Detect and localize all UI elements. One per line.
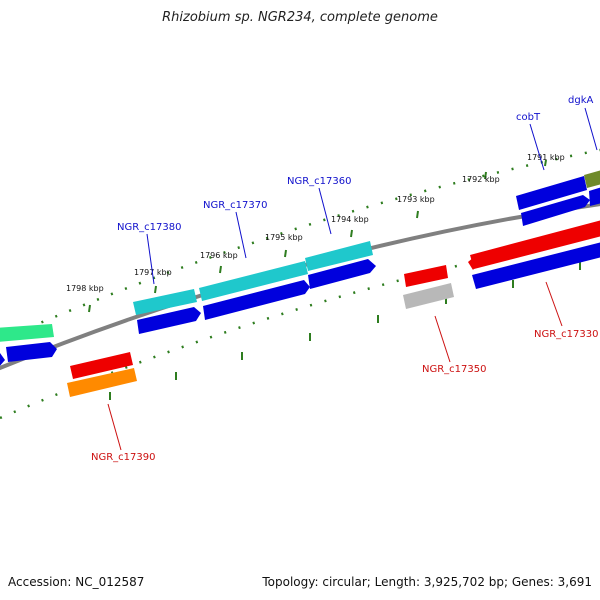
gene-feature-bar[interactable] (67, 368, 137, 397)
gene-feature-bar[interactable] (470, 220, 600, 269)
gene-feature-bar[interactable] (305, 241, 373, 271)
cds-arrow[interactable] (137, 307, 201, 334)
outer-major-ticks (88, 159, 547, 313)
tick-label: 1793 kbp (397, 195, 435, 204)
leader-line (146, 233, 155, 285)
reverse-features (67, 220, 600, 397)
gene-label[interactable]: NGR_c17380 (117, 222, 182, 233)
gene-label[interactable]: NGR_c17330 (534, 329, 599, 340)
gene-label[interactable]: cobT (516, 112, 541, 123)
accession-text: Accession: NC_012587 (8, 575, 145, 589)
gene-feature-bar[interactable] (404, 265, 448, 287)
cds-arrow[interactable] (521, 195, 590, 226)
leader-line (529, 123, 545, 171)
gene-labels: dgkA cobT NGR_c17360 NGR_c17370 NGR_c173… (91, 95, 599, 463)
gene-label[interactable]: NGR_c17350 (422, 364, 487, 375)
major-tick (416, 210, 419, 219)
inner-major-ticks (109, 262, 581, 400)
leader-line (545, 281, 563, 327)
major-tick (484, 171, 487, 180)
major-tick (284, 249, 287, 258)
gene-feature-bar[interactable] (70, 352, 133, 379)
gene-label[interactable]: dgkA (568, 95, 593, 106)
leader-line (584, 107, 598, 151)
gene-feature-bar[interactable] (0, 324, 54, 342)
leader-line (434, 315, 451, 363)
forward-features (0, 170, 600, 370)
label-leaders (107, 107, 598, 451)
tick-label: 1792 kbp (462, 175, 500, 184)
gene-label[interactable]: NGR_c17370 (203, 200, 268, 211)
cds-arrow[interactable] (468, 257, 478, 270)
tick-label: 1794 kbp (331, 215, 369, 224)
gene-feature-bar[interactable] (516, 176, 587, 210)
major-tick (350, 229, 353, 238)
gene-feature-bar[interactable] (199, 261, 308, 301)
cds-arrow[interactable] (0, 353, 5, 370)
leader-line (318, 187, 332, 235)
major-tick (544, 159, 547, 167)
gene-label[interactable]: NGR_c17360 (287, 176, 352, 187)
tick-label: 1796 kbp (200, 251, 238, 260)
gene-feature-bar[interactable] (133, 289, 197, 315)
gene-feature-bar[interactable] (472, 242, 600, 289)
gene-label[interactable]: NGR_c17390 (91, 452, 156, 463)
cds-arrow[interactable] (589, 187, 600, 206)
major-tick (154, 285, 157, 294)
gene-feature-bar[interactable] (584, 170, 600, 188)
major-tick (219, 265, 222, 274)
cds-arrow[interactable] (6, 342, 57, 362)
cds-arrow[interactable] (203, 280, 310, 320)
tick-label: 1795 kbp (265, 233, 303, 242)
genome-summary-text: Topology: circular; Length: 3,925,702 bp… (262, 575, 592, 589)
cds-arrow[interactable] (308, 259, 376, 289)
tick-label: 1798 kbp (66, 284, 104, 293)
leader-line (235, 211, 247, 259)
major-tick (88, 304, 91, 313)
leader-line (107, 403, 122, 451)
gene-feature-bar[interactable] (403, 283, 454, 309)
tick-label: 1791 kbp (527, 153, 565, 162)
outer-ruler (0, 148, 600, 342)
genome-title: Rhizobium sp. NGR234, complete genome (162, 10, 438, 25)
